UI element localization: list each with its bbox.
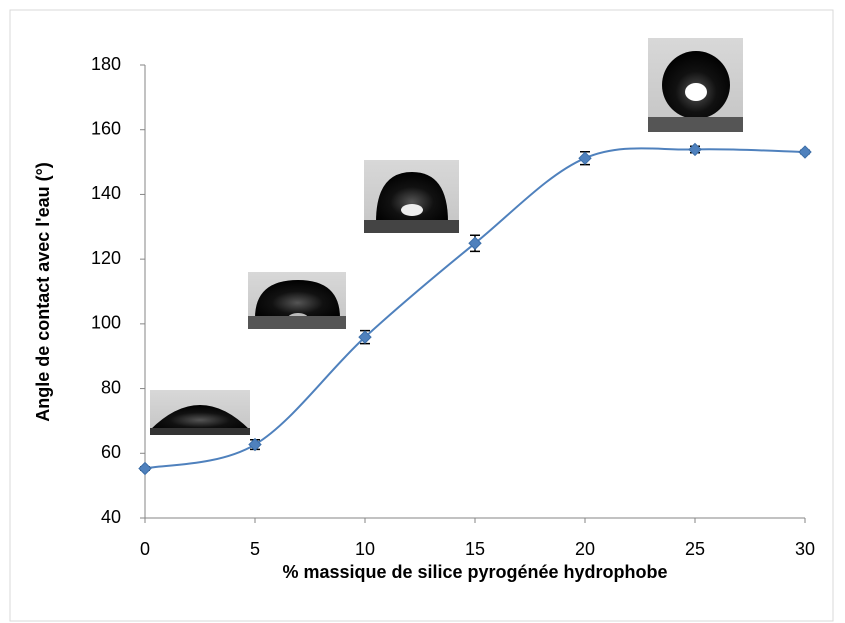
x-tick-label: 0: [140, 539, 150, 559]
x-tick-label: 25: [685, 539, 705, 559]
marker: [468, 236, 482, 250]
droplet-images: [150, 38, 743, 435]
x-axis-label: % massique de silice pyrogénée hydrophob…: [282, 562, 667, 582]
y-tick-label: 60: [101, 442, 121, 462]
y-tick-label: 180: [91, 54, 121, 74]
y-tick-label: 80: [101, 377, 121, 397]
y-tick-label: 120: [91, 248, 121, 268]
y-tick-label: 40: [101, 507, 121, 527]
marker: [138, 461, 152, 476]
marker: [688, 142, 702, 157]
y-tick-label: 100: [91, 313, 121, 333]
y-tick-label: 160: [91, 118, 121, 138]
marker: [798, 145, 812, 159]
y-tick-label: 140: [91, 183, 121, 203]
x-tick-label: 5: [250, 539, 260, 559]
x-tick-label: 20: [575, 539, 595, 559]
marker: [248, 437, 262, 452]
marker: [578, 151, 592, 165]
x-tick-label: 10: [355, 539, 375, 559]
x-tick-label: 30: [795, 539, 815, 559]
marker: [358, 330, 372, 344]
y-axis-label: Angle de contact avec l'eau (°): [33, 162, 53, 422]
x-tick-label: 15: [465, 539, 485, 559]
